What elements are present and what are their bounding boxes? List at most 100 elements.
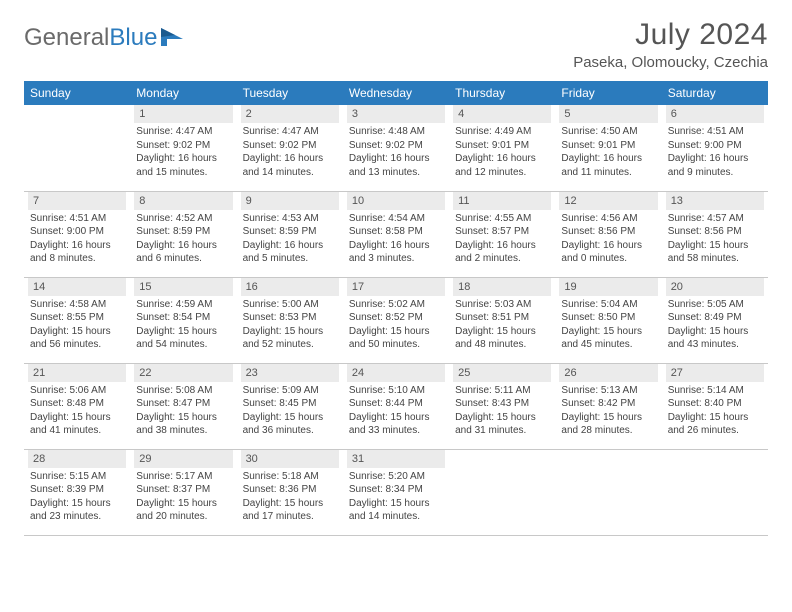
day-info: Sunrise: 4:47 AMSunset: 9:02 PMDaylight:…	[134, 125, 232, 179]
day-cell: 22Sunrise: 5:08 AMSunset: 8:47 PMDayligh…	[130, 363, 236, 449]
day-info-line: Sunrise: 5:20 AM	[349, 470, 443, 484]
day-info-line: Sunset: 8:34 PM	[349, 483, 443, 497]
day-info-line: Daylight: 16 hours	[668, 152, 762, 166]
day-cell: 25Sunrise: 5:11 AMSunset: 8:43 PMDayligh…	[449, 363, 555, 449]
day-number: 29	[134, 450, 232, 468]
page-title: July 2024	[573, 18, 768, 52]
day-info-line: Sunset: 8:59 PM	[243, 225, 337, 239]
day-info-line: Sunrise: 5:13 AM	[561, 384, 655, 398]
day-info-line: and 8 minutes.	[30, 252, 124, 266]
day-info-line: Sunset: 9:02 PM	[243, 139, 337, 153]
day-info-line: Sunrise: 5:11 AM	[455, 384, 549, 398]
day-cell: 1 Sunrise: 4:47 AMSunset: 9:02 PMDaylight…	[130, 105, 236, 191]
day-number: 21	[28, 364, 126, 382]
day-info-line: Sunrise: 4:58 AM	[30, 298, 124, 312]
day-info: Sunrise: 5:18 AMSunset: 8:36 PMDaylight:…	[241, 470, 339, 524]
day-info-line: Sunset: 9:00 PM	[30, 225, 124, 239]
day-info-line: and 54 minutes.	[136, 338, 230, 352]
day-info-line: and 43 minutes.	[668, 338, 762, 352]
day-number: 18	[453, 278, 551, 296]
day-info: Sunrise: 5:09 AMSunset: 8:45 PMDaylight:…	[241, 384, 339, 438]
day-info-line: Daylight: 15 hours	[668, 325, 762, 339]
day-info-line: Sunrise: 4:56 AM	[561, 212, 655, 226]
week-row: 14Sunrise: 4:58 AMSunset: 8:55 PMDayligh…	[24, 277, 768, 363]
day-info-line: Sunrise: 5:14 AM	[668, 384, 762, 398]
day-info-line: Daylight: 15 hours	[136, 325, 230, 339]
day-info-line: Sunset: 8:52 PM	[349, 311, 443, 325]
day-info: Sunrise: 4:51 AMSunset: 9:00 PMDaylight:…	[666, 125, 764, 179]
day-info-line: Sunrise: 5:06 AM	[30, 384, 124, 398]
day-info: Sunrise: 5:13 AMSunset: 8:42 PMDaylight:…	[559, 384, 657, 438]
day-info-line: Sunrise: 5:18 AM	[243, 470, 337, 484]
day-info-line: and 15 minutes.	[136, 166, 230, 180]
day-info-line: and 50 minutes.	[349, 338, 443, 352]
day-info-line: Daylight: 15 hours	[136, 497, 230, 511]
day-info-line: and 5 minutes.	[243, 252, 337, 266]
logo-text-2: Blue	[109, 24, 157, 52]
day-info-line: and 0 minutes.	[561, 252, 655, 266]
day-cell: 26Sunrise: 5:13 AMSunset: 8:42 PMDayligh…	[555, 363, 661, 449]
day-cell: 2Sunrise: 4:47 AMSunset: 9:02 PMDaylight…	[237, 105, 343, 191]
day-info: Sunrise: 5:11 AMSunset: 8:43 PMDaylight:…	[453, 384, 551, 438]
day-number: 16	[241, 278, 339, 296]
day-info-line: and 3 minutes.	[349, 252, 443, 266]
day-cell: 11Sunrise: 4:55 AMSunset: 8:57 PMDayligh…	[449, 191, 555, 277]
day-info-line: Sunset: 8:55 PM	[30, 311, 124, 325]
day-cell: 30Sunrise: 5:18 AMSunset: 8:36 PMDayligh…	[237, 449, 343, 535]
day-info-line: Sunset: 8:59 PM	[136, 225, 230, 239]
day-cell: 15Sunrise: 4:59 AMSunset: 8:54 PMDayligh…	[130, 277, 236, 363]
day-info-line: Sunset: 8:50 PM	[561, 311, 655, 325]
day-cell: 21Sunrise: 5:06 AMSunset: 8:48 PMDayligh…	[24, 363, 130, 449]
day-info: Sunrise: 4:54 AMSunset: 8:58 PMDaylight:…	[347, 212, 445, 266]
day-number: 24	[347, 364, 445, 382]
day-info-line: and 36 minutes.	[243, 424, 337, 438]
day-info-line: Sunset: 9:00 PM	[668, 139, 762, 153]
day-info-line: Daylight: 16 hours	[561, 152, 655, 166]
day-number: 1	[134, 105, 232, 123]
day-info-line: Sunrise: 4:48 AM	[349, 125, 443, 139]
day-info-line: and 31 minutes.	[455, 424, 549, 438]
day-info: Sunrise: 4:55 AMSunset: 8:57 PMDaylight:…	[453, 212, 551, 266]
day-info-line: Sunrise: 4:57 AM	[668, 212, 762, 226]
day-info: Sunrise: 5:20 AMSunset: 8:34 PMDaylight:…	[347, 470, 445, 524]
day-info-line: Sunrise: 4:59 AM	[136, 298, 230, 312]
day-info-line: and 13 minutes.	[349, 166, 443, 180]
day-cell: 13 Sunrise: 4:57 AMSunset: 8:56 PMDayligh…	[662, 191, 768, 277]
day-cell: 8Sunrise: 4:52 AMSunset: 8:59 PMDaylight…	[130, 191, 236, 277]
day-number: 9	[241, 192, 339, 210]
weekday-header: Wednesday	[343, 81, 449, 105]
day-info-line: Sunrise: 5:15 AM	[30, 470, 124, 484]
day-cell: 14Sunrise: 4:58 AMSunset: 8:55 PMDayligh…	[24, 277, 130, 363]
day-info-line: and 58 minutes.	[668, 252, 762, 266]
day-info: Sunrise: 5:17 AMSunset: 8:37 PMDaylight:…	[134, 470, 232, 524]
day-number: 13	[666, 192, 764, 210]
day-cell	[555, 449, 661, 535]
day-info: Sunrise: 4:53 AMSunset: 8:59 PMDaylight:…	[241, 212, 339, 266]
day-info-line: Daylight: 15 hours	[561, 325, 655, 339]
day-info: Sunrise: 5:02 AMSunset: 8:52 PMDaylight:…	[347, 298, 445, 352]
day-info: Sunrise: 4:52 AMSunset: 8:59 PMDaylight:…	[134, 212, 232, 266]
week-row: 21Sunrise: 5:06 AMSunset: 8:48 PMDayligh…	[24, 363, 768, 449]
day-info-line: Sunset: 9:01 PM	[561, 139, 655, 153]
week-row: 1 Sunrise: 4:47 AMSunset: 9:02 PMDaylight…	[24, 105, 768, 191]
day-info-line: Sunset: 8:48 PM	[30, 397, 124, 411]
logo-flag-icon	[161, 28, 187, 48]
logo: GeneralBlue	[24, 18, 187, 52]
day-info-line: Daylight: 15 hours	[30, 497, 124, 511]
day-info-line: Daylight: 15 hours	[668, 239, 762, 253]
day-info-line: and 52 minutes.	[243, 338, 337, 352]
day-info-line: and 20 minutes.	[136, 510, 230, 524]
day-cell: 5Sunrise: 4:50 AMSunset: 9:01 PMDaylight…	[555, 105, 661, 191]
day-info-line: and 28 minutes.	[561, 424, 655, 438]
day-info: Sunrise: 5:08 AMSunset: 8:47 PMDaylight:…	[134, 384, 232, 438]
day-info-line: Sunset: 8:40 PM	[668, 397, 762, 411]
day-info-line: Sunrise: 4:53 AM	[243, 212, 337, 226]
day-info-line: Sunset: 9:02 PM	[136, 139, 230, 153]
day-info: Sunrise: 4:57 AMSunset: 8:56 PMDaylight:…	[666, 212, 764, 266]
calendar-body: 1 Sunrise: 4:47 AMSunset: 9:02 PMDaylight…	[24, 105, 768, 535]
day-info: Sunrise: 5:00 AMSunset: 8:53 PMDaylight:…	[241, 298, 339, 352]
day-info-line: Sunrise: 4:50 AM	[561, 125, 655, 139]
day-number: 7	[28, 192, 126, 210]
day-info-line: Sunrise: 5:00 AM	[243, 298, 337, 312]
day-cell: 4Sunrise: 4:49 AMSunset: 9:01 PMDaylight…	[449, 105, 555, 191]
